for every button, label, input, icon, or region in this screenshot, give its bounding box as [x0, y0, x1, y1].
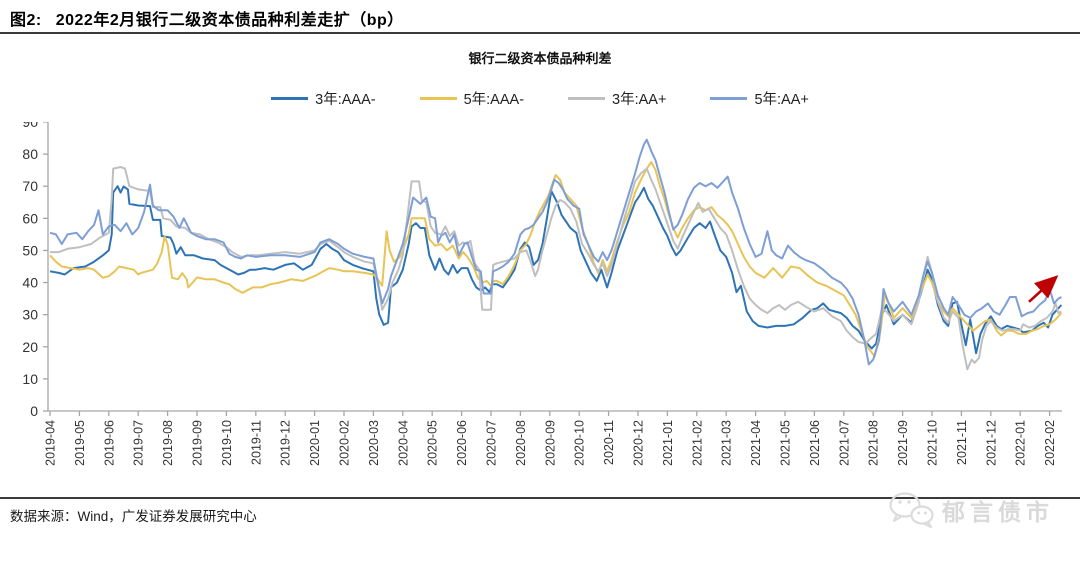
header-rule [0, 32, 1080, 34]
x-tick-label: 2021-12 [984, 420, 998, 466]
y-tick-label: 10 [22, 371, 38, 387]
legend-label: 3年:AAA- [315, 92, 376, 108]
x-tick-label: 2021-09 [896, 420, 910, 466]
x-tick-label: 2020-08 [514, 420, 528, 466]
x-tick-label: 2021-11 [955, 420, 969, 465]
x-tick-label: 2019-09 [191, 420, 205, 466]
legend-label: 5年:AA+ [754, 92, 809, 108]
x-tick-label: 2020-06 [455, 420, 469, 466]
x-tick-label: 2019-10 [220, 420, 234, 466]
y-tick-label: 40 [22, 275, 38, 291]
x-tick-label: 2021-01 [661, 420, 675, 466]
source-text: 数据来源：Wind，广发证券发展研究中心 [10, 509, 257, 524]
plot-area: 0 10 20 30 40 50 60 70 80 90 2019-04 2019-05 2019-06… [0, 114, 1080, 562]
x-tick-label: 2020-05 [426, 420, 440, 466]
x-tick-label: 2019-06 [102, 420, 116, 466]
wechat-icon [889, 492, 934, 529]
line-chart: 0 10 20 30 40 50 60 70 80 90 2019-04 2019-05 2019-06… [22, 114, 1063, 466]
legend-item-4: 5年:AA+ [710, 88, 809, 109]
watermark-label: 郁言债市 [942, 499, 1054, 525]
x-tick-label: 2020-01 [308, 420, 322, 466]
x-tick-label: 2019-08 [161, 420, 175, 466]
x-tick-label: 2021-07 [837, 420, 851, 466]
series-line-3 [50, 166, 1062, 371]
legend-item-1: 3年:AAA- [271, 88, 376, 109]
y-tick-label: 20 [22, 339, 38, 355]
x-tick-label: 2020-04 [396, 420, 410, 466]
figure-label: 图2: [10, 12, 42, 29]
footer-rule [0, 497, 1080, 499]
x-tick-label: 2020-07 [485, 420, 499, 466]
y-tick-label: 80 [22, 146, 38, 162]
x-tick-label: 2019-11 [249, 420, 263, 465]
legend-item-2: 5年:AAA- [419, 88, 525, 109]
x-tick-label: 2020-02 [338, 420, 352, 466]
figure-header: 图2: 2022年2月银行二级资本债品种利差走扩（bp） [10, 6, 404, 30]
x-tick-label: 2019-12 [279, 420, 293, 466]
series-line-1 [49, 185, 1063, 355]
watermark: 郁言债市 [888, 491, 1054, 529]
legend-label: 5年:AAA- [463, 92, 525, 108]
series-line-2 [49, 161, 1063, 358]
chart-title: 银行二级资本债品种利差 [468, 51, 612, 66]
chart-legend: 3年:AAA- 5年:AAA- 3年:AA+ 5年:AA+ [0, 88, 1080, 109]
y-tick-label: 70 [22, 178, 38, 194]
x-tick-label: 2021-08 [867, 420, 881, 466]
legend-swatch [568, 97, 606, 100]
series-line-4 [49, 138, 1062, 366]
x-tick-label: 2020-10 [573, 420, 587, 466]
x-tick-label: 2022-01 [1014, 420, 1028, 466]
x-tick-label: 2021-05 [779, 420, 793, 466]
y-tick-label: 30 [22, 307, 38, 323]
x-tick-label: 2019-05 [73, 420, 87, 466]
y-tick-label: 50 [22, 242, 38, 258]
x-tick-label: 2021-04 [749, 420, 763, 466]
legend-label: 3年:AA+ [612, 92, 667, 108]
trend-arrow [1028, 275, 1059, 303]
x-tick-label: 2020-09 [543, 420, 557, 466]
x-tick-label: 2021-02 [690, 420, 704, 466]
x-tick-label: 2020-12 [632, 420, 646, 466]
x-tick-label: 2020-11 [602, 420, 616, 465]
x-tick-label: 2022-02 [1043, 420, 1057, 466]
x-tick-label: 2019-04 [44, 420, 58, 466]
x-tick-label: 2021-06 [808, 420, 822, 466]
x-tick-label: 2021-10 [926, 420, 940, 466]
x-tick-label: 2020-03 [367, 420, 381, 466]
legend-swatch [419, 97, 457, 100]
legend-swatch [271, 97, 309, 100]
x-tick-label: 2019-07 [132, 420, 146, 466]
legend-swatch [710, 97, 748, 100]
y-tick-label: 90 [22, 122, 38, 130]
y-tick-label: 60 [22, 210, 38, 226]
x-tick-label: 2021-03 [720, 420, 734, 466]
legend-item-3: 3年:AA+ [568, 88, 666, 109]
figure-title: 2022年2月银行二级资本债品种利差走扩（bp） [55, 12, 404, 29]
y-tick-label: 0 [30, 403, 38, 419]
